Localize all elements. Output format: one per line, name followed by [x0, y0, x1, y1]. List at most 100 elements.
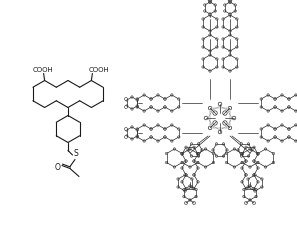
- Circle shape: [136, 98, 138, 100]
- Circle shape: [253, 146, 255, 148]
- Circle shape: [208, 126, 212, 130]
- Circle shape: [201, 149, 203, 151]
- Circle shape: [209, 50, 211, 52]
- Circle shape: [197, 155, 200, 157]
- Circle shape: [249, 185, 251, 187]
- Circle shape: [124, 105, 127, 109]
- Circle shape: [189, 166, 191, 168]
- Circle shape: [178, 98, 180, 100]
- Circle shape: [236, 66, 238, 68]
- Circle shape: [254, 190, 256, 192]
- Circle shape: [181, 152, 184, 155]
- Circle shape: [209, 14, 211, 16]
- Circle shape: [229, 54, 231, 56]
- Circle shape: [245, 188, 247, 190]
- Circle shape: [193, 188, 195, 190]
- Circle shape: [202, 26, 204, 28]
- Circle shape: [164, 136, 166, 138]
- Circle shape: [281, 140, 283, 142]
- Circle shape: [131, 138, 133, 140]
- Circle shape: [288, 98, 290, 100]
- Circle shape: [272, 161, 275, 164]
- Circle shape: [288, 98, 290, 100]
- Circle shape: [264, 166, 267, 168]
- Circle shape: [229, 50, 231, 52]
- Circle shape: [126, 129, 128, 131]
- Text: COOH: COOH: [33, 67, 53, 73]
- Circle shape: [226, 149, 228, 151]
- Circle shape: [185, 174, 187, 176]
- Circle shape: [216, 38, 218, 40]
- Circle shape: [209, 30, 211, 32]
- Circle shape: [288, 128, 290, 130]
- Circle shape: [288, 136, 290, 138]
- Circle shape: [229, 34, 231, 36]
- Circle shape: [164, 128, 166, 130]
- Circle shape: [240, 155, 243, 157]
- Circle shape: [222, 143, 225, 145]
- Circle shape: [295, 110, 297, 112]
- Circle shape: [229, 1, 231, 3]
- Circle shape: [209, 34, 211, 36]
- Circle shape: [229, 30, 231, 32]
- Circle shape: [224, 10, 226, 12]
- Text: S: S: [73, 149, 78, 158]
- Circle shape: [189, 199, 191, 201]
- Circle shape: [229, 14, 231, 16]
- Circle shape: [216, 66, 218, 68]
- Circle shape: [212, 152, 215, 155]
- Circle shape: [260, 136, 263, 138]
- Circle shape: [124, 135, 127, 139]
- Circle shape: [214, 4, 217, 6]
- Circle shape: [165, 161, 168, 164]
- Circle shape: [295, 140, 297, 142]
- Circle shape: [257, 152, 259, 155]
- Circle shape: [164, 136, 166, 138]
- Circle shape: [215, 155, 218, 157]
- Circle shape: [245, 174, 247, 176]
- Circle shape: [187, 149, 189, 151]
- Circle shape: [131, 108, 133, 110]
- Circle shape: [257, 161, 259, 164]
- Circle shape: [209, 1, 211, 3]
- Circle shape: [126, 105, 128, 107]
- Circle shape: [183, 195, 185, 198]
- Circle shape: [173, 148, 176, 150]
- Circle shape: [177, 186, 179, 188]
- Circle shape: [195, 195, 197, 198]
- Circle shape: [150, 98, 152, 100]
- Circle shape: [233, 148, 236, 150]
- Circle shape: [136, 106, 138, 108]
- Circle shape: [171, 110, 173, 112]
- Circle shape: [222, 38, 224, 40]
- Circle shape: [204, 4, 206, 6]
- Circle shape: [272, 152, 275, 155]
- Circle shape: [267, 124, 269, 126]
- Circle shape: [131, 96, 133, 98]
- Circle shape: [249, 166, 251, 168]
- Circle shape: [143, 140, 145, 142]
- Circle shape: [173, 166, 176, 168]
- Circle shape: [222, 26, 224, 28]
- Circle shape: [222, 18, 224, 20]
- Circle shape: [260, 98, 263, 100]
- Circle shape: [212, 149, 214, 151]
- Circle shape: [225, 161, 228, 164]
- Circle shape: [136, 129, 138, 131]
- Circle shape: [252, 202, 255, 205]
- Circle shape: [193, 160, 195, 162]
- Circle shape: [267, 110, 269, 112]
- Circle shape: [183, 188, 185, 191]
- Circle shape: [255, 188, 257, 191]
- Circle shape: [229, 13, 231, 15]
- Circle shape: [209, 70, 211, 72]
- Circle shape: [236, 38, 238, 40]
- Circle shape: [150, 136, 152, 138]
- Text: COOH: COOH: [89, 67, 109, 73]
- Circle shape: [185, 174, 187, 176]
- Circle shape: [236, 26, 238, 28]
- Circle shape: [237, 149, 239, 151]
- Circle shape: [136, 99, 138, 101]
- Circle shape: [241, 161, 244, 164]
- Circle shape: [222, 155, 225, 157]
